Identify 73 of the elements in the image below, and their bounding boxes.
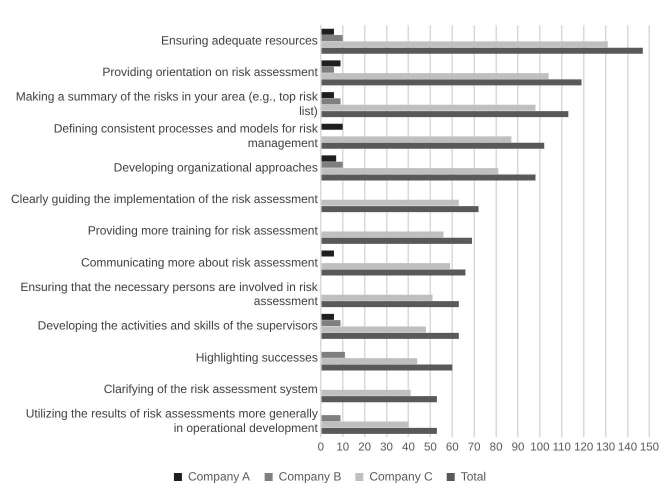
bar — [322, 352, 345, 358]
x-tick-label: 120 — [574, 441, 594, 454]
bar — [322, 396, 437, 402]
bar — [322, 422, 408, 428]
bar — [322, 142, 544, 149]
x-tick-label: 70 — [468, 441, 481, 454]
bar — [322, 60, 341, 66]
x-tick-label: 20 — [358, 441, 372, 454]
bar — [322, 269, 466, 276]
y-tick-label: Developing organizational approaches — [114, 160, 318, 174]
x-tick-label: 80 — [490, 441, 502, 454]
legend-label: Company C — [369, 469, 434, 484]
y-tick-label: Clearly guiding the implementation of the risk assessment — [10, 192, 318, 206]
bar — [322, 301, 459, 308]
bar — [322, 332, 459, 339]
bar — [322, 66, 334, 73]
x-tick-label: 0 — [318, 441, 324, 454]
bar — [322, 294, 433, 301]
x-tick-label: 60 — [446, 441, 459, 454]
bar — [322, 358, 418, 364]
bar — [322, 73, 549, 80]
y-tick-label: Communicating more about risk assessment — [81, 255, 318, 270]
bar — [322, 28, 334, 35]
y-tick-label: Utilizing the results of risk assessments more generally in operational development — [26, 406, 318, 435]
bar — [322, 250, 334, 256]
bar — [322, 79, 582, 86]
y-tick-label: Developing the activities and skills of the supervisors — [38, 318, 318, 333]
y-tick-label: Providing orientation on risk assessment — [102, 65, 318, 80]
y-tick-label: Making a summary of the risks in your area (e.g., top risk list) — [16, 90, 319, 118]
x-tick-label: 150 — [640, 441, 659, 454]
bar — [322, 35, 343, 42]
x-tick-label: 40 — [402, 441, 415, 454]
x-tick-label: 50 — [424, 441, 437, 454]
y-tick-label: Ensuring adequate resources — [161, 34, 318, 48]
bar — [322, 162, 343, 168]
legend-label: Company B — [278, 469, 342, 484]
bar — [322, 263, 450, 270]
bar — [322, 200, 459, 206]
bar — [322, 390, 411, 396]
x-tick-label: 90 — [512, 441, 524, 454]
bar — [322, 428, 437, 434]
bar — [322, 92, 334, 98]
y-tick-label: Ensuring that the necessary persons are involved in risk assessment — [20, 280, 319, 308]
bar — [322, 41, 608, 48]
bar — [322, 168, 498, 174]
bar — [322, 155, 336, 162]
bar — [322, 238, 472, 244]
bar — [322, 320, 341, 326]
x-tick-label: 100 — [530, 441, 550, 454]
x-tick-label: 110 — [552, 441, 571, 454]
bar — [322, 104, 536, 111]
bar — [322, 326, 426, 333]
x-tick-label: 130 — [596, 441, 616, 454]
legend-label: Company A — [188, 469, 250, 484]
y-tick-label: Providing more training for risk assessment — [88, 224, 318, 238]
bar — [322, 124, 343, 130]
y-tick-label: Defining consistent processes and models for risk management — [54, 121, 319, 150]
x-tick-label: 140 — [618, 441, 638, 454]
bar — [322, 415, 341, 422]
bar — [322, 98, 341, 104]
legend-label: Total — [460, 469, 486, 484]
x-tick-label: 10 — [336, 441, 350, 454]
x-tick-label: 30 — [380, 441, 393, 454]
bar — [322, 111, 568, 118]
bar — [322, 206, 479, 212]
y-tick-label: Clarifying of the risk assessment system — [104, 382, 318, 396]
bar — [322, 136, 512, 142]
bar — [322, 174, 536, 180]
y-tick-label: Highlighting successes — [196, 350, 318, 364]
bar — [322, 364, 452, 371]
bar — [322, 48, 643, 54]
bar — [322, 231, 444, 238]
bar — [322, 314, 334, 320]
